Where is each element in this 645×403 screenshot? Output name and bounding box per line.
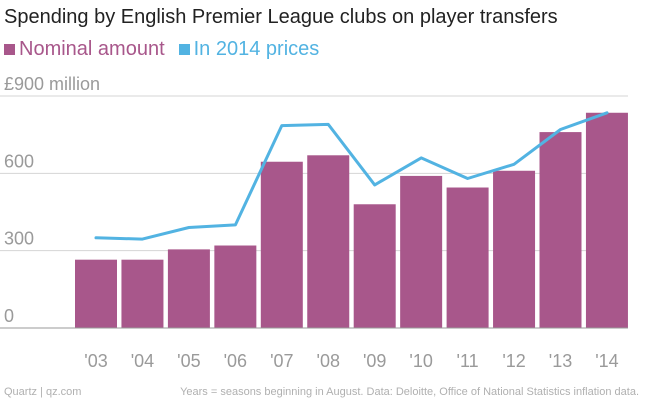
x-tick-label: '05 (177, 351, 200, 371)
footer-note: Years = seasons beginning in August. Dat… (180, 386, 639, 398)
legend-swatch-2014-prices (178, 44, 190, 55)
y-tick-label: 0 (4, 306, 14, 326)
y-tick-label: 600 (4, 151, 34, 171)
bar-nominal (493, 170, 536, 328)
bar-nominal (585, 112, 628, 328)
y-tick-label: 300 (4, 229, 34, 249)
footer-source: Quartz | qz.com (4, 386, 82, 398)
bar-nominal (167, 249, 210, 328)
legend-item-nominal: Nominal amount (4, 38, 165, 61)
legend-label-2014-prices: In 2014 prices (193, 38, 320, 60)
legend: Nominal amount In 2014 prices (4, 38, 319, 61)
legend-item-2014-prices: In 2014 prices (178, 38, 320, 61)
bar-nominal (75, 259, 117, 328)
legend-swatch-nominal (4, 44, 15, 55)
line-2014-prices (94, 111, 609, 241)
bar-nominal (121, 259, 164, 328)
x-tick-label: '13 (549, 351, 572, 371)
bar-nominal (539, 132, 582, 328)
chart-title: Spending by English Premier League clubs… (4, 6, 558, 28)
x-tick-label: '03 (84, 351, 107, 371)
x-tick-label: '09 (363, 351, 386, 371)
x-tick-label: '10 (409, 351, 432, 371)
x-tick-label: '04 (131, 351, 154, 371)
legend-label-nominal: Nominal amount (19, 38, 165, 60)
x-tick-label: '08 (317, 351, 340, 371)
y-tick-label: £900 million (4, 74, 100, 94)
bar-nominal (400, 175, 443, 328)
x-tick-label: '14 (595, 351, 618, 371)
x-tick-label: '12 (502, 351, 525, 371)
bar-nominal (260, 161, 303, 328)
bar-nominal (214, 245, 257, 328)
x-tick-label: '07 (270, 351, 293, 371)
bar-nominal (353, 204, 396, 328)
x-tick-label: '11 (457, 351, 479, 371)
x-tick-label: '06 (224, 351, 247, 371)
bar-nominal (307, 155, 350, 328)
bar-nominal (446, 187, 489, 328)
